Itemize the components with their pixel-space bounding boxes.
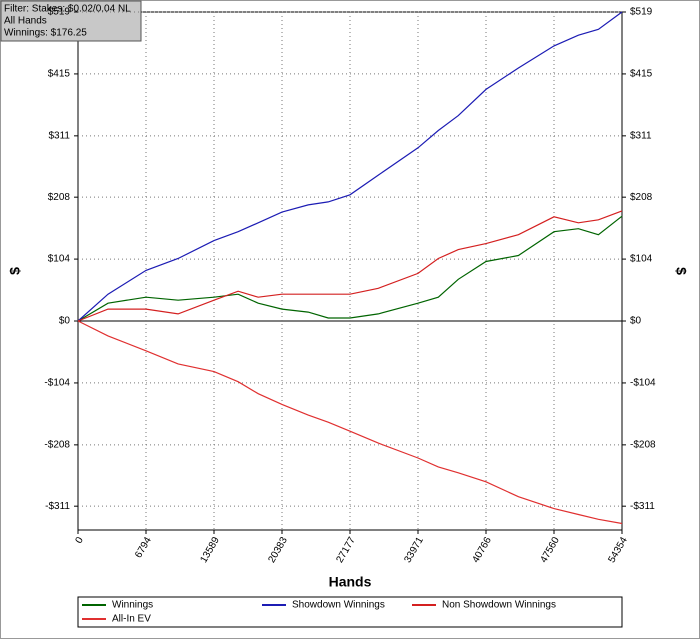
series-line bbox=[77, 320, 623, 525]
y-tick-label: $311 bbox=[630, 130, 652, 141]
y-tick-label: $519 bbox=[48, 7, 71, 18]
y-tick-label: -$311 bbox=[630, 501, 655, 512]
y-tick-label: -$208 bbox=[630, 439, 656, 450]
info-box bbox=[0, 0, 142, 42]
y-tick-label: $208 bbox=[630, 192, 653, 203]
info-line: All Hands bbox=[4, 16, 47, 27]
series-line bbox=[77, 11, 623, 322]
y-axis-label: $ bbox=[673, 267, 689, 275]
y-tick-label: -$208 bbox=[44, 439, 70, 450]
legend-label: Winnings bbox=[112, 600, 153, 611]
plot-area bbox=[77, 11, 623, 531]
y-tick-label: -$311 bbox=[45, 501, 70, 512]
y-tick-label: $415 bbox=[630, 69, 653, 80]
y-tick-label: $208 bbox=[48, 192, 71, 203]
y-tick-label: $0 bbox=[630, 316, 642, 327]
y-tick-label: $519 bbox=[630, 7, 653, 18]
x-axis-label: Hands bbox=[329, 574, 372, 590]
info-line: Filter: Stakes: $0.02/0.04 NL bbox=[4, 4, 131, 15]
y-tick-label: -$104 bbox=[630, 378, 656, 389]
series-line bbox=[77, 215, 623, 322]
legend-label: All-In EV bbox=[112, 614, 151, 625]
legend-label: Showdown Winnings bbox=[292, 600, 385, 611]
y-tick-label: $0 bbox=[59, 316, 71, 327]
y-axis-label: $ bbox=[7, 267, 23, 275]
y-tick-label: -$104 bbox=[44, 378, 70, 389]
legend bbox=[77, 596, 623, 628]
y-tick-label: $104 bbox=[630, 254, 653, 265]
x-tick-label: 0 bbox=[74, 535, 87, 546]
legend-label: Non Showdown Winnings bbox=[442, 600, 556, 611]
y-tick-label: $415 bbox=[48, 69, 71, 80]
info-line: Winnings: $176.25 bbox=[4, 28, 87, 39]
y-tick-label: $104 bbox=[48, 254, 71, 265]
y-tick-label: $311 bbox=[48, 130, 70, 141]
series-line bbox=[77, 210, 623, 322]
